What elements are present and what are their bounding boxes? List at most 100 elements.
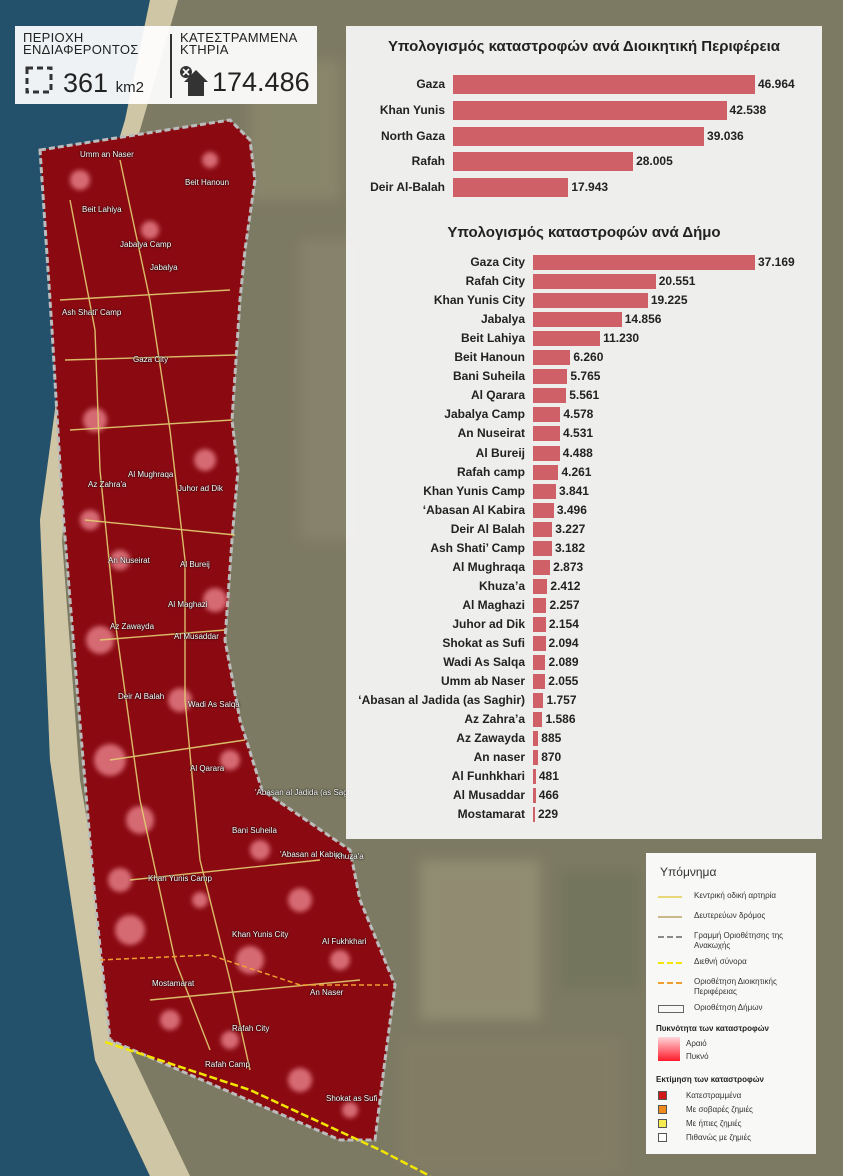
bar [533, 426, 561, 442]
map-place-label: Jabalya [150, 263, 178, 272]
bar [533, 636, 546, 651]
bar-label: Bani Suheila [452, 369, 525, 384]
bar-value-label: 4.261 [561, 464, 592, 479]
bar-label: Khan Yunis City [433, 293, 525, 308]
density-gradient-swatch [658, 1037, 680, 1061]
bar-value-label: 37.169 [758, 255, 795, 269]
bar [533, 331, 601, 347]
bar-label: Beit Lahiya [460, 331, 525, 346]
bar [533, 769, 536, 785]
legend-symbol [658, 982, 682, 984]
bar-value-label: 2.089 [548, 655, 579, 670]
bar [453, 178, 569, 198]
bar-value-label: 870 [541, 750, 562, 765]
map-place-label: Az Zawayda [110, 622, 155, 631]
bar-label: Beit Hanoun [454, 350, 525, 365]
bar-value-label: 2.094 [548, 636, 579, 650]
bar [533, 521, 553, 537]
bar [533, 693, 544, 709]
bar-label: Al Musaddar [452, 788, 525, 803]
legend-item-label: Οριοθέτηση Διοικητικής Περιφέρειας [694, 977, 777, 996]
bar-value-label: 28.005 [636, 154, 673, 169]
road-network [59, 159, 361, 1071]
map-place-label: Mostamarat [152, 979, 195, 988]
bar-label: Al Maghazi [462, 597, 525, 612]
map-place-label: 'Abasan al Kabira [280, 850, 343, 859]
map-place-label: Wadi As Salqa [188, 700, 240, 709]
bar-value-label: 229 [538, 807, 559, 822]
bar-value-label: 3.841 [558, 483, 589, 498]
damage-density-layer [70, 152, 358, 1118]
bar-value-label: 11.230 [603, 331, 640, 346]
legend-symbol [658, 936, 682, 938]
bar [533, 407, 561, 423]
bar [533, 616, 546, 632]
farmland-texture [250, 60, 640, 1170]
bar [533, 712, 543, 728]
bar-value-label: 1.757 [546, 693, 577, 708]
bar-value-label: 14.856 [624, 312, 662, 327]
damage-swatch [658, 1119, 667, 1128]
map-place-label: Shokat as Sufi [326, 1094, 378, 1103]
map-place-label: Al Qarara [190, 764, 225, 773]
map-place-label: Beit Hanoun [185, 178, 230, 187]
area-value-group: 361 km2 [63, 68, 144, 99]
destroyed-house-icon [180, 66, 208, 96]
bar-label: Gaza [416, 77, 445, 91]
bar-label: Ash Shati’ Camp [430, 540, 525, 555]
bar-label: Az Zahra’a [464, 712, 525, 727]
bar [453, 126, 705, 146]
bar-value-label: 481 [538, 769, 559, 784]
bar-label: Umm ab Naser [440, 674, 525, 689]
bar-label: Wadi As Salqa [443, 655, 525, 670]
bar-label: Deir Al Balah [450, 521, 525, 536]
map-place-label: 'Abasan al Jadida (as Saghir) [255, 788, 360, 797]
bar [533, 559, 551, 575]
bar [533, 312, 622, 328]
bar-value-label: 3.182 [555, 540, 586, 555]
area-unit: km2 [115, 79, 144, 96]
damage-swatch [658, 1133, 667, 1142]
damage-title: Εκτίμηση των καταστροφών [656, 1075, 764, 1084]
admin-boundary-line [99, 954, 390, 986]
bar-label: An naser [473, 750, 525, 765]
bar-value-label: 466 [538, 788, 559, 803]
map-place-label: Khan Yunis City [232, 930, 289, 939]
bar-label: North Gaza [380, 128, 445, 143]
bar [533, 445, 560, 461]
map-place-label: Al Mughraqa [128, 470, 174, 479]
bar-label: Jabalya Camp [444, 407, 525, 422]
legend-title: Υπόμνημα [660, 865, 717, 879]
bar [533, 255, 755, 270]
bar-value-label: 4.531 [563, 426, 594, 441]
bar-value-label: 5.561 [569, 388, 600, 403]
bar-value-label: 6.260 [573, 350, 604, 365]
charts-panel: Υπολογισμός καταστροφών ανά Διοικητική Π… [346, 26, 822, 839]
map-place-label: Khuza'a [335, 852, 364, 861]
map-place-label: Beit Lahiya [82, 205, 122, 214]
bar-label: Al Mughraqa [452, 559, 525, 574]
bar-label: Al Funhkhari [451, 769, 525, 784]
bar [533, 464, 559, 480]
bar-value-label: 3.227 [555, 521, 586, 536]
map-place-label: An Nuseirat [108, 556, 150, 565]
legend-item-label: Γραμμή Οριοθέτησης της Ανακωχής [694, 931, 784, 950]
bar-label: ‘Abasan Al Kabira [422, 502, 525, 517]
damage-legend-label: Κατεστραμμένα [686, 1091, 742, 1100]
map-place-label: Ash Shati' Camp [62, 308, 122, 317]
map-place-label: Az Zahra'a [88, 480, 127, 489]
bar-value-label: 2.873 [553, 559, 584, 574]
bar-value-label: 2.257 [549, 597, 580, 612]
bar [533, 578, 548, 594]
bar-label: Al Qarara [470, 388, 525, 403]
bar-label: Jabalya [480, 312, 525, 327]
international-border [104, 1040, 431, 1176]
bar [533, 274, 656, 290]
bar-value-label: 5.765 [570, 369, 601, 384]
bar-label: Khuza’a [478, 578, 525, 593]
buildings-value: 174.486 [212, 67, 310, 97]
bar-value-label: 2.154 [548, 616, 579, 631]
legend-item-label: Διεθνή σύνορα [694, 957, 747, 966]
bar-label: Khan Yunis Camp [423, 483, 525, 498]
bar-value-label: 17.943 [571, 180, 609, 195]
